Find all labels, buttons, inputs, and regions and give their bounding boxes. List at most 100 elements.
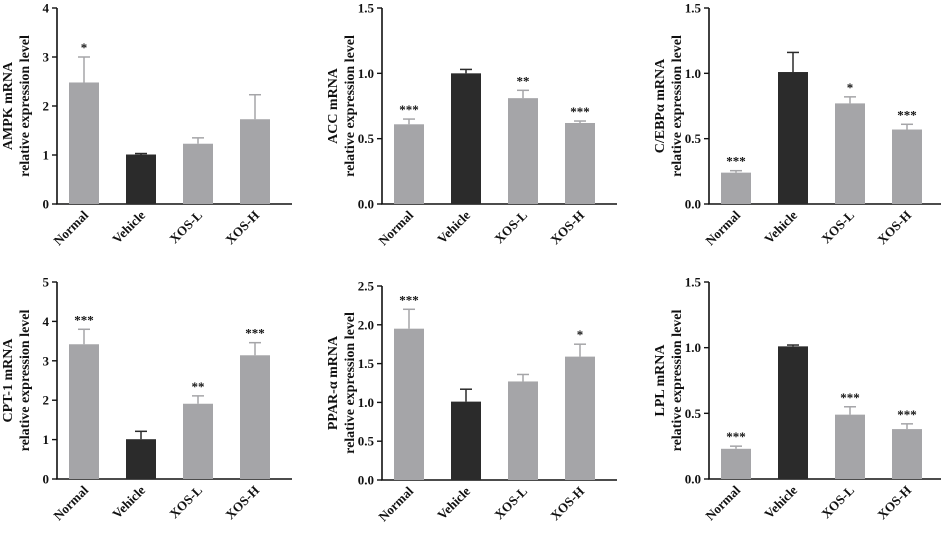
- significance-label: ***: [726, 154, 746, 169]
- y-tick-label: 1.0: [358, 66, 374, 81]
- bar-xos-l: [183, 143, 213, 204]
- x-tick-label-normal: Normal: [50, 482, 91, 523]
- x-tick-label-xos-l: XOS-L: [818, 207, 857, 246]
- x-tick-label-xos-h: XOS-H: [547, 208, 587, 248]
- y-tick-label: 1: [43, 148, 50, 163]
- y-tick-label: 0.5: [358, 434, 375, 449]
- bar-xos-l: [508, 98, 538, 204]
- x-tick-label-xos-h: XOS-H: [222, 483, 262, 523]
- y-tick-label: 1.5: [685, 275, 702, 290]
- y-axis-label: CPT-1 mRNA relative expression level: [1, 310, 33, 452]
- significance-label: ***: [897, 407, 917, 422]
- significance-label: **: [192, 379, 205, 394]
- y-axis-label-line: relative expression level: [670, 310, 685, 452]
- chart-panel-5: 0.0 0.5 1.0 1.5 2.0 2.5 PPAR-α mRNA relative ex…: [326, 279, 617, 524]
- chart-panel-2: 0.0 0.5 1.0 1.5 ACC mRNA relative expression …: [326, 1, 617, 248]
- significance-label: ***: [897, 107, 917, 122]
- y-axis-label-line: PPAR-α mRNA: [326, 335, 341, 430]
- y-tick-label: 0.0: [685, 472, 701, 487]
- x-tick-label-xos-h: XOS-H: [222, 208, 262, 248]
- significance-label: ***: [570, 104, 590, 119]
- bar-xos-h: [240, 355, 270, 479]
- significance-label: ***: [245, 326, 265, 341]
- bar-normal: [721, 448, 751, 479]
- x-tick-label-xos-h: XOS-H: [874, 483, 914, 523]
- y-tick-label: 4: [43, 314, 50, 329]
- x-tick-label-xos-l: XOS-L: [491, 207, 530, 246]
- y-tick-label: 0.0: [358, 197, 374, 212]
- bar-vehicle: [778, 346, 808, 479]
- y-tick-label: 1.5: [358, 356, 375, 371]
- y-axis-label-line: ACC mRNA: [326, 67, 341, 144]
- y-tick-label: 1.5: [358, 1, 375, 16]
- x-tick-label-vehicle: Vehicle: [434, 483, 473, 522]
- chart-panel-6: 0.0 0.5 1.0 1.5 LPL mRNA relative expression …: [653, 275, 941, 523]
- bar-normal: [69, 82, 99, 204]
- y-tick-label: 0.5: [358, 131, 375, 146]
- chart-panel-3: 0.0 0.5 1.0 1.5 C/EBPα mRNA relative expressi…: [653, 1, 941, 248]
- bar-xos-l: [508, 381, 538, 480]
- bar-xos-h: [892, 429, 922, 479]
- x-tick-label-xos-l: XOS-L: [818, 482, 857, 521]
- y-axis-label: PPAR-α mRNA relative expression level: [326, 312, 358, 454]
- x-tick-label-vehicle: Vehicle: [109, 207, 148, 246]
- significance-label: **: [517, 73, 530, 88]
- y-tick-label: 2: [43, 99, 50, 114]
- x-tick-label-vehicle: Vehicle: [434, 207, 473, 246]
- y-axis-label-line: relative expression level: [670, 35, 685, 177]
- y-tick-label: 1: [43, 432, 50, 447]
- y-tick-label: 4: [43, 1, 50, 16]
- bar-xos-l: [183, 403, 213, 479]
- x-tick-label-vehicle: Vehicle: [761, 482, 800, 521]
- chart-panel-4: 0 1 2 3 4 5 CPT-1 mRNA relative expression leve…: [1, 275, 292, 523]
- y-axis-label-line: relative expression level: [343, 35, 358, 177]
- y-axis-label: AMPK mRNA relative expression level: [1, 35, 33, 177]
- y-tick-label: 0.0: [685, 197, 701, 212]
- y-tick-label: 1.0: [685, 66, 701, 81]
- bar-xos-h: [565, 122, 595, 204]
- bar-xos-h: [892, 129, 922, 204]
- significance-label: ***: [726, 429, 746, 444]
- y-axis-label-line: AMPK mRNA: [1, 61, 16, 150]
- x-tick-label-xos-h: XOS-H: [874, 208, 914, 248]
- x-tick-label-normal: Normal: [375, 483, 416, 524]
- bar-xos-h: [240, 119, 270, 204]
- bar-vehicle: [451, 73, 481, 204]
- significance-label: ***: [399, 102, 419, 117]
- x-tick-label-normal: Normal: [702, 482, 743, 523]
- x-tick-label-xos-l: XOS-L: [166, 207, 205, 246]
- significance-label: *: [847, 80, 854, 95]
- y-tick-label: 0.5: [685, 406, 702, 421]
- y-tick-label: 0: [43, 472, 50, 487]
- y-axis-label: C/EBPα mRNA relative expression level: [653, 35, 685, 177]
- significance-label: ***: [840, 390, 860, 405]
- y-tick-label: 2: [43, 393, 50, 408]
- y-tick-label: 1.5: [685, 1, 702, 16]
- y-axis-label-line: C/EBPα mRNA: [653, 58, 668, 153]
- bar-normal: [394, 328, 424, 480]
- y-axis-label-line: relative expression level: [18, 35, 33, 177]
- y-tick-label: 5: [43, 275, 50, 290]
- x-tick-label-xos-h: XOS-H: [547, 484, 587, 524]
- bar-vehicle: [778, 72, 808, 204]
- x-tick-label-xos-l: XOS-L: [166, 482, 205, 521]
- bar-xos-h: [565, 356, 595, 480]
- y-tick-label: 1.0: [358, 395, 374, 410]
- x-tick-label-vehicle: Vehicle: [109, 482, 148, 521]
- x-tick-label-vehicle: Vehicle: [761, 207, 800, 246]
- x-tick-label-normal: Normal: [375, 207, 416, 248]
- significance-label: ***: [74, 312, 94, 327]
- bar-xos-l: [835, 414, 865, 479]
- y-axis-label: LPL mRNA relative expression level: [653, 310, 685, 452]
- y-tick-label: 2.5: [358, 279, 375, 294]
- bar-normal: [394, 124, 424, 204]
- y-tick-label: 3: [43, 50, 50, 65]
- bar-vehicle: [126, 154, 156, 204]
- x-tick-label-normal: Normal: [702, 207, 743, 248]
- significance-label: *: [577, 327, 584, 342]
- bar-normal: [721, 172, 751, 204]
- chart-panel-1: 0 1 2 3 4 AMPK mRNA relative expression level *…: [1, 1, 292, 248]
- y-axis-label-line: relative expression level: [18, 310, 33, 452]
- y-axis-label: ACC mRNA relative expression level: [326, 35, 358, 177]
